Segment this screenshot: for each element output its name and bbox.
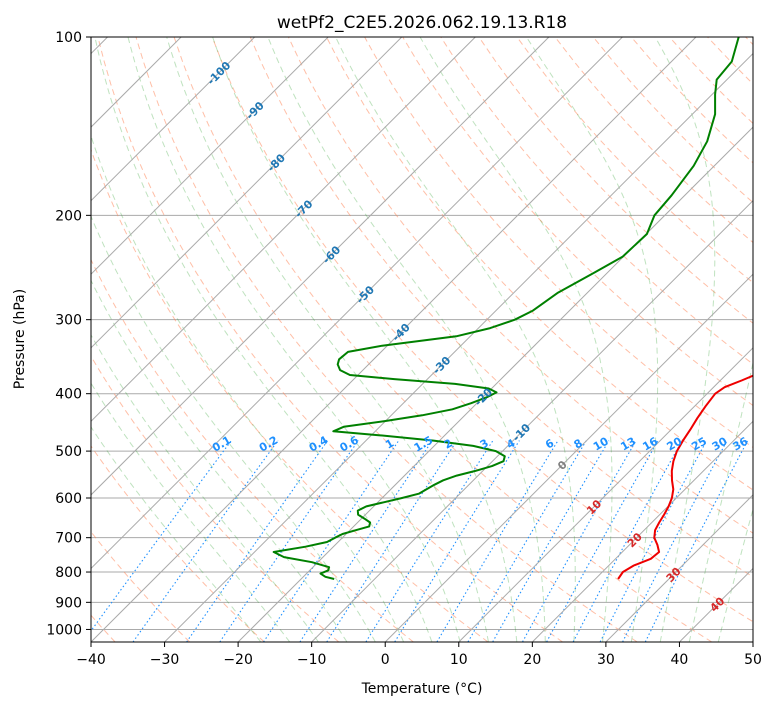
isotherm-line (164, 52, 753, 642)
moist-adiabat (127, 37, 461, 642)
chart-title: wetPf2_C2E5.2026.062.19.13.R18 (277, 13, 567, 33)
isotherm-line (91, 37, 329, 275)
temperature-profile (617, 374, 753, 580)
y-tick-label: 900 (55, 595, 82, 611)
mixing-ratio-line (132, 440, 279, 642)
y-tick-label: 600 (55, 491, 82, 507)
x-tick-label: 40 (671, 652, 689, 668)
isotherm-line (531, 420, 753, 642)
mixing-ratio-line (365, 440, 494, 642)
y-tick-label: 300 (55, 313, 82, 329)
y-tick-label: 1000 (46, 622, 82, 638)
moist-adiabat (91, 134, 405, 642)
x-axis-ticks: −40 −30 −20 −10 0 10 20 30 40 50 (76, 642, 762, 668)
moist-adiabat (419, 37, 613, 642)
moist-adiabat (166, 37, 489, 642)
y-tick-label: 200 (55, 208, 82, 224)
x-tick-label: 50 (744, 652, 762, 668)
dry-adiabat (287, 37, 753, 534)
moist-adiabats (91, 37, 753, 642)
moist-adiabat (91, 382, 291, 642)
moist-adiabat (91, 214, 376, 642)
y-tick-label: 700 (55, 531, 82, 547)
moist-adiabat (335, 37, 576, 642)
mixing-ratio-line (436, 440, 559, 642)
isotherm-line (91, 37, 550, 496)
dry-adiabat (249, 37, 753, 578)
dry-adiabat (326, 37, 753, 491)
x-tick-label: −30 (150, 652, 180, 668)
isotherm-line (311, 199, 753, 642)
x-tick-label: 10 (450, 652, 468, 668)
isotherm-line (384, 273, 753, 642)
moist-adiabat (91, 333, 319, 642)
moist-adiabat (212, 37, 518, 642)
y-axis-ticks: 100 200 300 400 500 600 700 800 900 1000 (46, 30, 91, 638)
y-tick-label: 100 (55, 30, 82, 46)
isotherms (91, 37, 753, 642)
mixing-ratio-lines (91, 440, 749, 642)
moist-adiabat (94, 37, 433, 642)
isotherm-line (91, 37, 403, 349)
mixing-ratio-line (219, 440, 359, 642)
mixing-ratio-line (644, 440, 749, 642)
mixing-ratio-line (467, 440, 587, 642)
mixing-ratio-line (572, 440, 683, 642)
isotherm-line (458, 347, 753, 642)
isotherm-line (91, 37, 476, 423)
moist-adiabat (688, 360, 753, 642)
plot-frame (90, 36, 754, 643)
y-axis-label: Pressure (hPa) (12, 289, 28, 389)
dry-adiabats (91, 37, 753, 642)
mixing-ratio-line (326, 440, 458, 642)
isotherm-line (91, 37, 623, 570)
x-tick-label: 0 (381, 652, 390, 668)
moist-adiabat (654, 37, 716, 642)
y-tick-label: 500 (55, 444, 82, 460)
isotherm-line (91, 37, 697, 642)
dry-adiabat (173, 37, 713, 642)
plot-area (91, 37, 753, 642)
x-axis-label: Temperature (°C) (361, 681, 483, 697)
isotherm-line (91, 37, 256, 202)
dewpoint-profile (272, 37, 740, 580)
mixing-ratio-line (546, 440, 659, 642)
x-tick-label: −10 (297, 652, 327, 668)
dry-adiabat (135, 37, 638, 642)
x-tick-label: 20 (523, 652, 541, 668)
y-tick-label: 800 (55, 565, 82, 581)
mixing-ratio-line (492, 440, 610, 642)
mixing-ratio-line (299, 440, 433, 642)
dry-adiabat (211, 37, 753, 623)
dry-adiabat (97, 37, 563, 642)
moist-adiabat (91, 426, 262, 642)
mixing-ratio-line (91, 440, 232, 632)
sounding-profiles (272, 37, 753, 580)
x-tick-label: 30 (597, 652, 615, 668)
dry-adiabat (91, 355, 340, 642)
mixing-ratio-line (522, 440, 637, 642)
x-tick-label: −20 (223, 652, 253, 668)
isotherm-line (237, 126, 753, 642)
dry-adiabat (91, 258, 414, 642)
y-tick-label: 400 (55, 387, 82, 403)
isotherm-line (605, 494, 753, 642)
mixing-ratio-line (186, 440, 329, 642)
dry-adiabat (91, 445, 265, 642)
moist-adiabat (267, 37, 546, 642)
x-tick-label: −40 (76, 652, 106, 668)
moist-adiabat (525, 37, 659, 642)
mixing-ratio-line (263, 440, 400, 642)
moist-adiabat (717, 507, 753, 642)
